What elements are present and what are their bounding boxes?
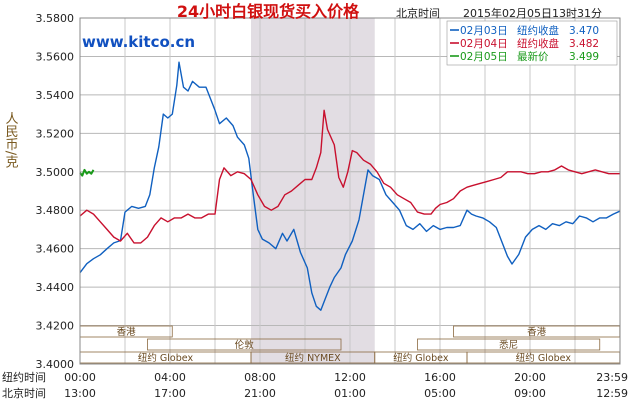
session-label: 纽约 NYMEX [285,352,341,364]
legend-box [446,20,618,66]
session-box [147,338,342,351]
session-label: 纽约 Globex [516,352,572,364]
header-timezone: 北京时间 [396,6,440,20]
x-axis-label-newyork: 纽约时间 [2,370,46,384]
series-line-2 [79,109,620,244]
legend-label: 最新价 [517,50,549,63]
x-tick-label-beijing: 01:00 [334,387,366,400]
series-line-3 [79,168,95,177]
y-tick-label: 3.4800 [36,204,75,217]
x-tick-label-beijing: 17:00 [154,387,186,400]
x-axis-label-beijing: 北京时间 [2,386,46,400]
y-axis-label: 人民币/克 [3,112,19,170]
y-tick-label: 3.5600 [36,50,75,63]
session-label: 纽约 Globex [138,352,194,364]
watermark: www.kitco.cn [82,33,195,51]
x-tick-label-newyork: 08:00 [244,371,276,384]
legend-label: 纽约收盘 [517,24,559,37]
y-axis-ticks: 3.5800 3.5600 3.5400 3.5200 3.5000 3.4800 3.46… [36,12,75,371]
y-tick-label: 3.4600 [36,243,75,256]
chart-title: 24小时白银现货买入价格 [177,2,360,21]
legend: 02月03日 纽约收盘 3.470 02月04日 纽约收盘 3.482 02月05日 最新价 3… [446,20,618,66]
x-tick-label-beijing: 13:00 [64,387,96,400]
session-label: 伦敦 [235,339,255,351]
y-tick-label: 3.5000 [36,166,75,179]
session-box [417,338,601,351]
x-tick-label-newyork: 20:00 [514,371,546,384]
nymex-shaded-band [251,18,375,364]
x-tick-label-newyork: 16:00 [424,371,456,384]
y-tick-label: 3.5400 [36,89,75,102]
y-tick-label: 3.4000 [36,358,75,371]
x-tick-label-beijing: 21:00 [244,387,276,400]
x-tick-label-newyork: 00:00 [64,371,96,384]
header-datetime: 2015年02月05日13时31分 [463,6,602,20]
x-tick-label-beijing: 09:00 [514,387,546,400]
x-axis-ticks: 00:00 04:00 08:00 12:00 16:00 20:00 23:59 13:00… [64,371,628,400]
x-tick-label-newyork: 04:00 [154,371,186,384]
legend-date: 02月05日 [460,51,508,63]
nymex-shading [251,18,375,364]
session-label: 悉尼 [499,339,518,351]
series-line-1 [79,61,621,311]
x-tick-label-beijing: 12:59 [596,387,628,400]
plot-frame [79,17,621,365]
legend-date: 02月03日 [460,25,508,37]
y-tick-label: 3.5800 [36,12,75,25]
legend-value: 3.470 [569,25,599,37]
x-tick-label-beijing: 05:00 [424,387,456,400]
session-label: 香港 [527,326,547,338]
legend-date: 02月04日 [460,38,508,50]
legend-label: 纽约收盘 [517,37,559,50]
y-tick-label: 3.4400 [36,281,75,294]
y-tick-label: 3.4200 [36,320,75,333]
price-series [79,61,621,311]
legend-value: 3.482 [569,38,599,50]
session-label: 香港 [117,326,137,338]
y-tick-label: 3.5200 [36,127,75,140]
x-tick-label-newyork: 23:59 [596,371,628,384]
session-label: 纽约 Globex [393,352,449,364]
x-tick-label-newyork: 12:00 [334,371,366,384]
legend-value: 3.499 [569,51,599,63]
